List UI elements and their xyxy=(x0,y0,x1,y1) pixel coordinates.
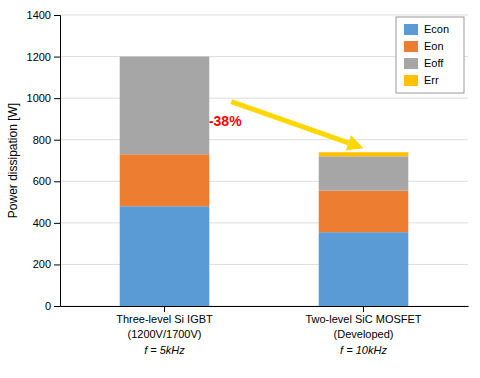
legend-swatch xyxy=(404,58,418,69)
y-tick-label: 1000 xyxy=(27,92,51,104)
y-tick-label: 200 xyxy=(33,258,51,270)
x-tick-label-line2: (Developed) xyxy=(334,328,394,340)
legend-box xyxy=(396,17,464,93)
y-axis: 0 200 400 600 800 1000 1200 1400 xyxy=(27,9,61,312)
x-axis: Three-level Si IGBT (1200V/1700V) f = 5kHz… xyxy=(61,306,469,356)
y-tick: 1000 xyxy=(27,92,60,104)
y-tick-label: 1400 xyxy=(27,9,51,21)
x-axis-line xyxy=(61,306,469,307)
x-tick-label-line2: (1200V/1700V) xyxy=(127,328,201,340)
legend-label: Eon xyxy=(424,40,444,52)
x-tick-label: Two-level SiC MOSFET xyxy=(305,313,421,325)
x-tick-frequency: f = 10kHz xyxy=(340,344,387,356)
y-tick: 200 xyxy=(33,258,60,270)
y-tick-mark xyxy=(54,181,60,182)
y-tick-label: 800 xyxy=(33,134,51,146)
x-tick-mark xyxy=(164,306,165,312)
legend-swatch xyxy=(404,75,418,86)
y-tick-label: 400 xyxy=(33,217,51,229)
legend: Econ Eon Eoff Err xyxy=(396,17,464,93)
y-tick: 600 xyxy=(33,175,60,187)
legend-label: Econ xyxy=(424,23,449,35)
y-tick-label: 1200 xyxy=(27,51,51,63)
y-tick-mark xyxy=(54,98,60,99)
legend-entry: Econ xyxy=(404,23,449,35)
y-tick-mark xyxy=(54,15,60,16)
bar-segment xyxy=(319,191,409,233)
legend-entry: Eon xyxy=(404,40,444,52)
y-tick-label: 600 xyxy=(33,175,51,187)
bar-segment xyxy=(319,156,409,190)
y-axis-title: Power dissipation [W] xyxy=(6,103,20,218)
y-tick: 1200 xyxy=(27,51,60,63)
legend-swatch xyxy=(404,41,418,52)
series xyxy=(120,154,409,232)
bar-segment xyxy=(120,206,210,306)
y-tick-mark xyxy=(54,140,60,141)
y-tick-mark xyxy=(54,264,60,265)
arrow xyxy=(231,102,363,151)
bar-segment xyxy=(319,232,409,306)
bars xyxy=(120,57,409,306)
bar-segment xyxy=(120,57,210,155)
y-tick-mark xyxy=(54,223,60,224)
y-tick: 400 xyxy=(33,217,60,229)
grid-line xyxy=(60,15,468,16)
y-tick: 800 xyxy=(33,134,60,146)
legend-swatch xyxy=(404,24,418,35)
x-tick: Two-level SiC MOSFET (Developed) f = 10kHz xyxy=(305,306,421,356)
chart: 0 200 400 600 800 1000 1200 1400 Three-level Si … xyxy=(0,0,480,378)
y-tick: 0 xyxy=(45,300,60,312)
grid xyxy=(60,15,468,306)
legend-label: Eoff xyxy=(424,57,444,69)
y-tick-label: 0 xyxy=(45,300,51,312)
plot: 0 200 400 600 800 1000 1200 1400 Three-level Si … xyxy=(27,9,469,356)
series xyxy=(319,152,409,156)
arrow-shaft xyxy=(231,102,348,143)
y-tick-mark xyxy=(54,306,60,307)
series xyxy=(120,57,409,191)
y-tick: 1400 xyxy=(27,9,60,21)
annotation: -38% xyxy=(209,113,242,129)
bar-segment xyxy=(120,56,210,57)
bar-segment xyxy=(120,154,210,206)
bar-segment xyxy=(319,152,409,156)
x-tick-frequency: f = 5kHz xyxy=(144,344,185,356)
arrow-head xyxy=(346,135,364,150)
legend-entry: Err xyxy=(404,74,439,86)
x-tick-label: Three-level Si IGBT xyxy=(116,313,213,325)
y-axis-line xyxy=(54,16,61,307)
legend-entry: Eoff xyxy=(404,57,444,69)
x-tick: Three-level Si IGBT (1200V/1700V) f = 5kHz xyxy=(116,306,213,356)
legend-label: Err xyxy=(424,74,439,86)
y-tick-mark xyxy=(54,57,60,58)
x-tick-mark xyxy=(363,306,364,312)
